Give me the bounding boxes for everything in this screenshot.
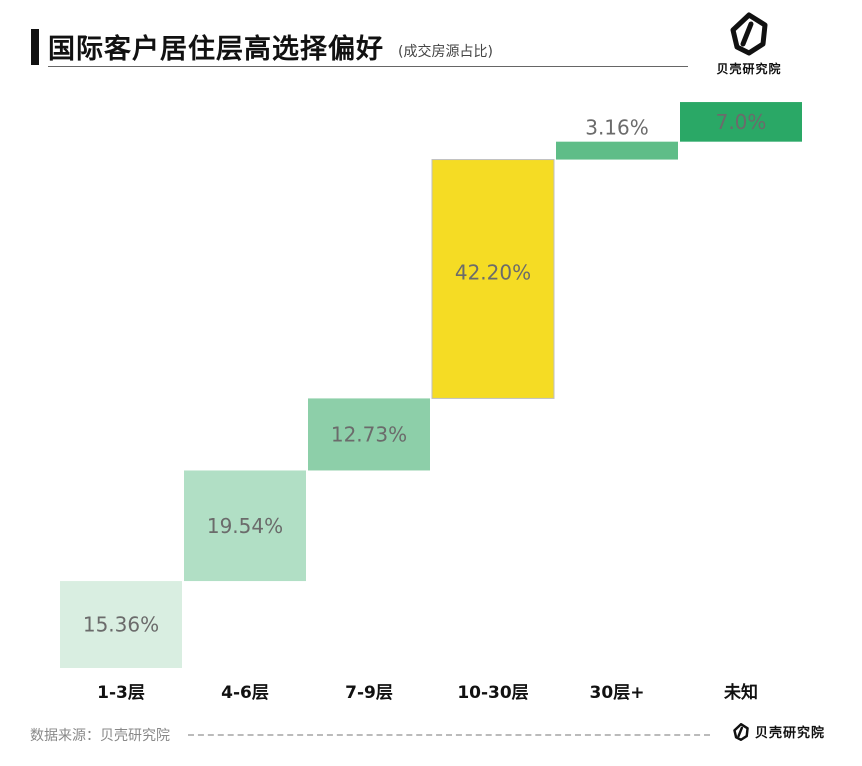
data-label-2: 19.54% (207, 514, 283, 538)
data-label-1: 15.36% (83, 613, 159, 637)
bar-6 (680, 102, 802, 142)
category-label-6: 未知 (723, 682, 758, 703)
chart-subtitle: (成交房源占比) (398, 44, 493, 60)
brand-name: 贝壳研究院 (716, 62, 782, 76)
footer-dashed-divider (188, 734, 710, 736)
title-underline (48, 66, 688, 67)
category-label-4: 10-30层 (457, 683, 528, 703)
bar-2 (184, 470, 306, 582)
bar-5 (556, 141, 678, 160)
footer-brand-name: 贝壳研究院 (755, 726, 826, 741)
data-label-3: 12.73% (331, 422, 407, 446)
category-label-5: 30层+ (590, 683, 645, 703)
footer-brand: 贝壳研究院 (732, 722, 825, 741)
bar-4 (431, 159, 555, 399)
brand-logo: 贝壳研究院 (716, 12, 782, 77)
category-label-1: 1-3层 (97, 683, 145, 703)
data-source: 数据来源：贝壳研究院 (30, 728, 170, 744)
category-label-3: 7-9层 (345, 683, 393, 703)
category-label-2: 4-6层 (221, 683, 269, 703)
data-label-5: 3.16% (585, 116, 649, 140)
bar-3 (308, 398, 430, 471)
beike-logo-icon (730, 12, 768, 56)
data-label-4: 42.20% (455, 261, 531, 285)
beike-logo-icon-small (733, 722, 749, 741)
chart-title: 国际客户居住层高选择偏好 (48, 34, 384, 65)
bar-1 (60, 581, 182, 668)
title-accent-bar (31, 29, 39, 65)
data-label-6: 7.0% (716, 110, 767, 134)
